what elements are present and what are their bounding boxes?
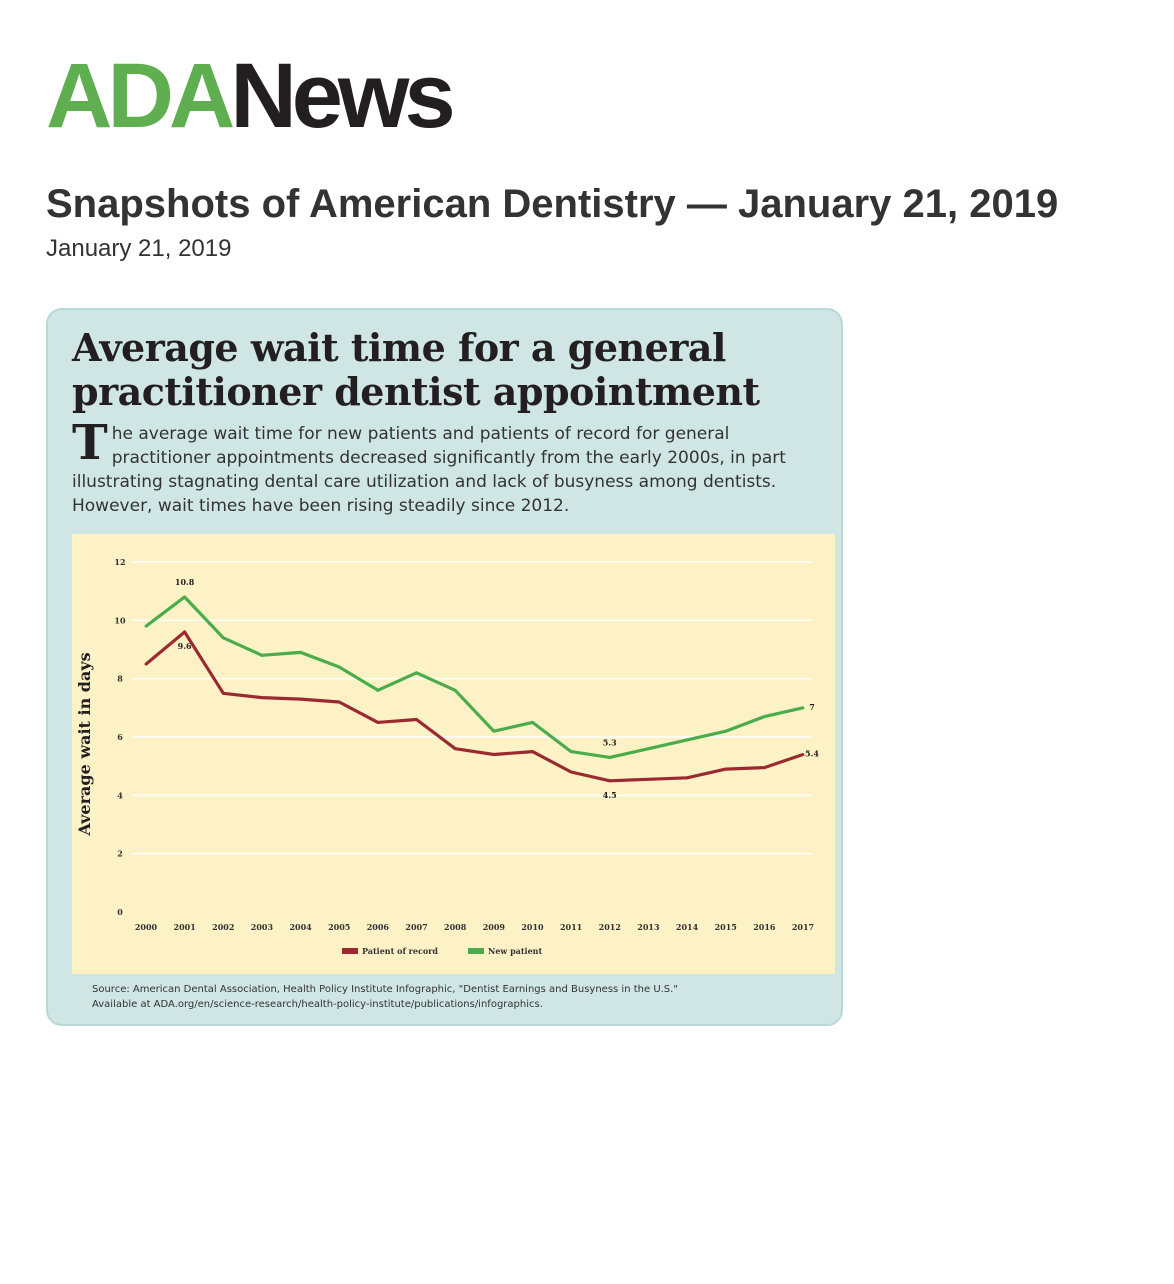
data-point-patient-of-record (492, 753, 496, 756)
drop-cap: T (72, 415, 108, 471)
x-tick-label: 2012 (599, 922, 621, 932)
data-point-new-patient (144, 624, 148, 628)
data-point-patient-of-record (724, 767, 728, 771)
data-label: 5.4 (805, 749, 819, 759)
data-point-new-patient (647, 747, 650, 751)
data-labels: 10.8 9.6 5.3 4.5 7 5.4 (175, 577, 819, 800)
data-point-patient-of-record (221, 691, 225, 695)
data-point-new-patient (453, 688, 457, 692)
data-point-patient-of-record (608, 779, 612, 783)
y-tick-label: 10 (114, 615, 126, 625)
description-text: he average wait time for new patients an… (72, 424, 786, 516)
data-point-new-patient (801, 706, 805, 710)
x-tick-label: 2014 (676, 922, 699, 932)
legend-swatch (342, 948, 358, 954)
series-line-patient-of-record (144, 630, 804, 783)
data-point-new-patient (762, 715, 766, 718)
y-tick-labels: 0 2 4 6 8 10 12 (114, 557, 126, 917)
x-tick-label: 2003 (251, 922, 274, 932)
x-tick-label: 2008 (444, 922, 467, 932)
x-tick-label: 2002 (212, 922, 234, 932)
data-point-new-patient (376, 688, 380, 692)
chart-area: 0 2 4 6 8 10 12 2000 2001 2002 2003 2004 2005 2006 20… (72, 534, 835, 974)
legend-swatch (468, 948, 484, 954)
data-point-new-patient (492, 729, 496, 733)
series-lines (144, 595, 805, 783)
logo-ada: ADA (46, 45, 235, 147)
data-point-patient-of-record (337, 700, 341, 704)
y-tick-label: 0 (117, 907, 123, 917)
legend-label: New patient (488, 946, 542, 956)
data-label: 4.5 (603, 790, 617, 800)
data-point-new-patient (685, 738, 689, 742)
data-point-new-patient (260, 653, 264, 657)
data-point-new-patient (299, 651, 302, 654)
legend: Patient of record New patient (342, 946, 542, 956)
ada-news-logo[interactable]: ADANews (46, 50, 456, 142)
infographic-title: Average wait time for a general practiti… (72, 325, 760, 414)
data-point-patient-of-record (801, 753, 805, 756)
source-line-1: Source: American Dental Association, Hea… (92, 984, 678, 995)
article-date: January 21, 2019 (46, 235, 232, 262)
y-tick-label: 8 (117, 674, 123, 684)
x-tick-label: 2013 (637, 922, 660, 932)
x-tick-label: 2015 (715, 922, 737, 932)
x-tick-label: 2006 (367, 922, 390, 932)
x-tick-label: 2000 (135, 922, 158, 932)
gridlines (132, 561, 812, 855)
x-tick-label: 2005 (328, 922, 350, 932)
data-label: 5.3 (603, 737, 617, 747)
x-tick-label: 2004 (289, 922, 312, 932)
data-point-patient-of-record (531, 750, 534, 753)
y-tick-label: 12 (114, 557, 125, 567)
data-point-new-patient (183, 595, 187, 599)
data-point-patient-of-record (376, 721, 380, 724)
y-axis-label: Average wait in days (75, 652, 94, 836)
y-tick-label: 4 (117, 790, 123, 800)
data-point-patient-of-record (647, 777, 650, 781)
source-note: Source: American Dental Association, Hea… (92, 982, 812, 1012)
data-point-patient-of-record (762, 766, 766, 770)
x-tick-label: 2016 (753, 922, 776, 932)
y-tick-label: 6 (117, 732, 123, 742)
data-point-new-patient (608, 756, 612, 759)
data-point-new-patient (531, 721, 534, 724)
data-point-new-patient (337, 665, 341, 669)
data-point-new-patient (724, 729, 728, 733)
x-tick-labels: 2000 2001 2002 2003 2004 2005 2006 2007 2008 2009… (135, 922, 814, 932)
data-point-new-patient (415, 671, 418, 675)
source-line-2: Available at ADA.org/en/science-research… (92, 999, 543, 1010)
data-point-patient-of-record (299, 697, 302, 701)
article-headline: Snapshots of American Dentistry — Januar… (46, 182, 1059, 226)
legend-label: Patient of record (362, 946, 438, 956)
data-point-patient-of-record (415, 718, 418, 721)
series-line-new-patient (145, 595, 804, 759)
data-point-patient-of-record (453, 747, 457, 751)
x-tick-label: 2011 (560, 922, 582, 932)
x-tick-label: 2010 (521, 922, 544, 932)
x-tick-label: 2009 (483, 922, 506, 932)
infographic-card: Average wait time for a general practiti… (46, 308, 843, 1026)
data-point-new-patient (221, 636, 225, 640)
data-label: 10.8 (175, 577, 195, 587)
data-label: 7 (809, 702, 815, 712)
x-tick-label: 2017 (792, 922, 814, 932)
data-point-patient-of-record (144, 662, 148, 666)
data-point-patient-of-record (260, 696, 264, 700)
x-tick-label: 2001 (174, 922, 196, 932)
data-point-patient-of-record (685, 776, 689, 780)
x-tick-label: 2007 (405, 922, 427, 932)
data-point-patient-of-record (183, 630, 187, 634)
data-point-new-patient (569, 750, 573, 753)
y-tick-label: 2 (117, 849, 123, 859)
data-point-patient-of-record (569, 770, 573, 774)
logo-news: News (230, 45, 455, 147)
data-label: 9.6 (178, 641, 192, 651)
